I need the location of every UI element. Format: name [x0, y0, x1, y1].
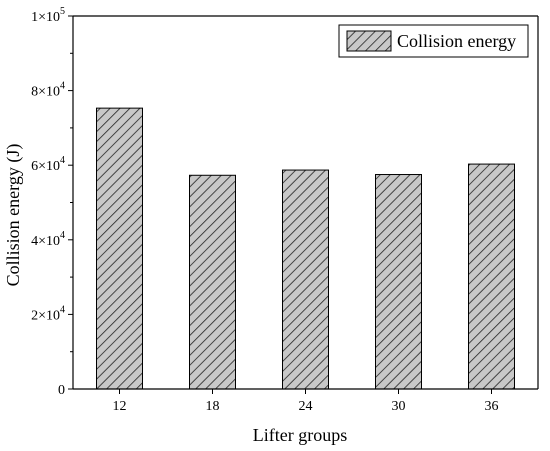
y-tick-label: 6×104 [31, 155, 65, 174]
bar-30 [375, 174, 422, 390]
x-axis-title: Lifter groups [253, 425, 347, 445]
bar-12 [96, 107, 143, 390]
x-tick-label: 36 [485, 399, 499, 414]
legend-swatch [346, 30, 392, 52]
bar-18 [189, 174, 236, 390]
y-tick-label: 0 [58, 383, 65, 398]
legend: Collision energy [338, 24, 529, 58]
x-tick-label: 30 [392, 399, 406, 414]
x-tick-label: 18 [206, 399, 220, 414]
bar-36 [468, 163, 515, 390]
x-tick-label: 24 [299, 399, 313, 414]
y-tick-label: 1×105 [31, 6, 65, 25]
y-axis-title: Collision energy (J) [3, 144, 24, 287]
y-tick-label: 2×104 [31, 304, 65, 323]
ticks-layer: 12 18 24 30 36 0 2×104 4×104 6×104 8×104 1×105 [31, 6, 498, 414]
bars-layer [96, 107, 515, 390]
x-tick-label: 12 [113, 399, 127, 414]
legend-label: Collision energy [397, 31, 516, 51]
y-tick-label: 4×104 [31, 230, 65, 249]
bar-24 [282, 169, 329, 390]
y-tick-label: 8×104 [31, 81, 65, 100]
